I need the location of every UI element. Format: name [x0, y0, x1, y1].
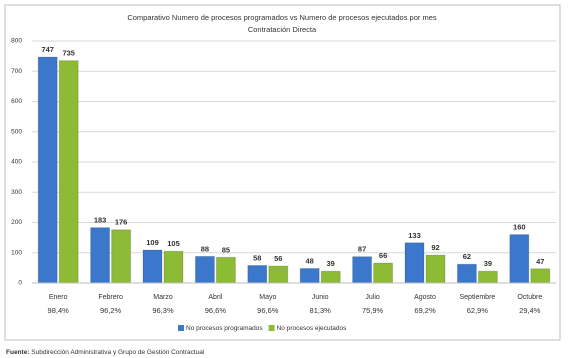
- footer-label: Fuente:: [6, 349, 29, 356]
- value-label: 92: [431, 243, 439, 252]
- bar: [163, 250, 184, 284]
- bar: [194, 255, 215, 284]
- y-tick-label: 300: [11, 189, 22, 196]
- footer: Fuente: Subdirección Administrativa y Gr…: [6, 349, 205, 356]
- bar: [530, 268, 551, 284]
- value-label: 62: [463, 252, 471, 261]
- value-label: 176: [115, 218, 128, 227]
- x-tick-sublabel: 98,4%: [48, 306, 70, 315]
- bar: [425, 254, 446, 284]
- bar: [299, 267, 320, 284]
- value-label: 56: [274, 254, 282, 263]
- x-tick-label: Enero: [49, 294, 68, 301]
- bar: [320, 270, 341, 284]
- value-label: 133: [408, 231, 421, 240]
- bar: [37, 56, 58, 284]
- x-tick-label: Agosto: [414, 294, 436, 301]
- x-tick-label: Julio: [365, 294, 380, 301]
- x-tick-label: Febrero: [98, 294, 123, 301]
- x-tick-sublabel: 62,9%: [467, 306, 489, 315]
- x-tick-sublabel: 81,3%: [310, 306, 332, 315]
- value-label: 109: [146, 238, 159, 247]
- bar: [247, 264, 268, 284]
- y-tick-label: 500: [11, 128, 22, 135]
- legend-swatch: [268, 325, 275, 331]
- y-tick-label: 200: [11, 219, 22, 226]
- x-tick-label: Septiembre: [460, 294, 496, 301]
- chart-title: Comparativo Numero de procesos programad…: [127, 13, 437, 22]
- y-tick-label: 800: [11, 38, 22, 45]
- y-tick-label: 600: [11, 98, 22, 105]
- bar: [373, 262, 394, 284]
- value-label: 39: [327, 259, 335, 268]
- legend-swatch: [178, 325, 184, 331]
- bar: [58, 60, 79, 284]
- x-tick-sublabel: 96,2%: [100, 306, 122, 315]
- y-tick-label: 100: [11, 249, 22, 256]
- value-label: 735: [62, 49, 75, 58]
- bar: [268, 265, 289, 284]
- bar: [142, 249, 163, 284]
- value-label: 105: [167, 239, 180, 248]
- y-tick-label: 700: [11, 68, 22, 75]
- value-label: 87: [358, 245, 366, 254]
- value-label: 39: [484, 259, 492, 268]
- x-tick-label: Abril: [208, 294, 222, 301]
- bar: [90, 227, 111, 284]
- bar: [509, 234, 530, 284]
- bar: [352, 256, 373, 284]
- bar: [456, 263, 477, 284]
- chart-subtitle: Contratación Directa: [248, 25, 317, 34]
- bar: [111, 229, 132, 284]
- value-label: 88: [201, 244, 209, 253]
- chart-frame: [4, 4, 561, 341]
- bar: [215, 256, 236, 284]
- bar: [477, 270, 498, 284]
- footer-text: Subdirección Administrativa y Grupo de G…: [31, 349, 205, 356]
- bar: [404, 242, 425, 284]
- y-tick-label: 0: [18, 280, 22, 287]
- x-tick-sublabel: 96,3%: [152, 306, 174, 315]
- value-label: 48: [306, 256, 314, 265]
- x-tick-label: Junio: [312, 294, 329, 301]
- x-tick-label: Mayo: [259, 294, 276, 301]
- x-tick-label: Octubre: [517, 294, 542, 301]
- value-label: 47: [536, 257, 544, 266]
- x-tick-label: Marzo: [153, 294, 173, 301]
- x-tick-sublabel: 69,2%: [414, 306, 436, 315]
- value-label: 160: [513, 223, 526, 232]
- legend-label: No procesos ejecutados: [277, 325, 347, 332]
- x-tick-sublabel: 29,4%: [519, 306, 541, 315]
- legend-label: No procesos programados: [186, 325, 263, 332]
- y-tick-label: 400: [11, 159, 22, 166]
- value-label: 85: [222, 245, 230, 254]
- x-tick-sublabel: 75,9%: [362, 306, 384, 315]
- x-tick-sublabel: 96,6%: [257, 306, 279, 315]
- value-label: 183: [94, 216, 107, 225]
- value-label: 58: [253, 253, 261, 262]
- x-tick-sublabel: 96,6%: [205, 306, 227, 315]
- value-label: 66: [379, 251, 387, 260]
- value-label: 747: [41, 45, 54, 54]
